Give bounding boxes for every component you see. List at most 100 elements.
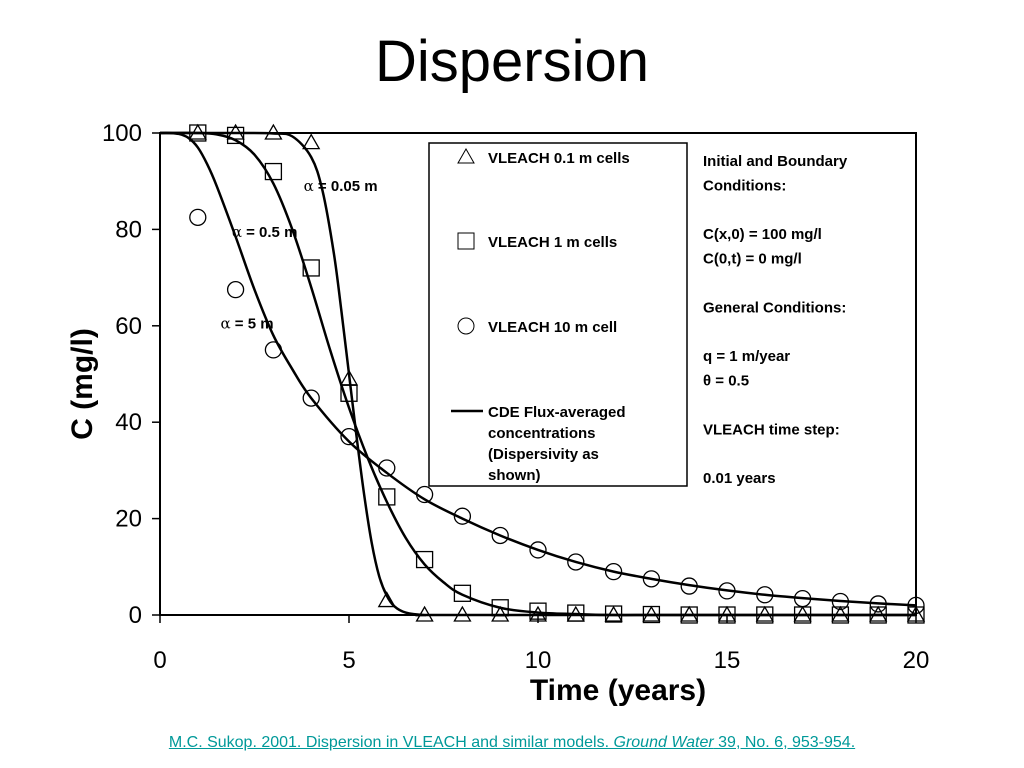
circle-data-point	[756, 586, 774, 604]
triangle-data-point	[491, 605, 510, 622]
legend-label: (Dispersivity as	[488, 446, 599, 463]
square-data-point	[264, 162, 283, 181]
circle-data-point	[378, 459, 396, 477]
triangle-data-point	[528, 605, 548, 622]
conditions-line: General Conditions:	[703, 299, 846, 316]
y-tick-label: 40	[115, 409, 142, 436]
y-tick-label: 20	[115, 506, 142, 533]
legend-box: VLEACH 0.1 m cells VLEACH 1 m cells VLEACH…	[428, 142, 688, 487]
x-axis-title: Time (years)	[530, 674, 706, 707]
triangle-data-point	[906, 605, 926, 622]
square-data-point	[642, 605, 661, 624]
legend-frame	[428, 142, 688, 487]
citation-text: M.C. Sukop. 2001. Dispersion in VLEACH a…	[168, 734, 614, 751]
legend-label: concentrations	[488, 425, 596, 442]
y-tick-label: 80	[115, 216, 142, 243]
conditions-text-block: Initial and Boundary Conditions: C(x,0) = …	[703, 153, 848, 487]
conditions-line: Initial and Boundary	[703, 153, 848, 170]
square-data-point	[378, 488, 396, 506]
y-axis-title: C (mg/l)	[66, 328, 99, 440]
x-tick-label: 10	[525, 647, 552, 674]
y-tick-label: 100	[102, 120, 142, 147]
legend-label: VLEACH 0.1 m cells	[488, 150, 630, 167]
x-tick-label: 20	[903, 647, 930, 674]
square-data-point	[529, 602, 547, 620]
triangle-data-point	[755, 605, 774, 622]
legend-label: VLEACH 10 m cell	[488, 319, 617, 336]
circle-data-point	[567, 553, 585, 571]
triangle-data-point	[793, 605, 812, 622]
square-data-point	[831, 606, 850, 624]
slide-title: Dispersion	[375, 29, 649, 94]
circle-data-point	[415, 485, 434, 504]
x-tick-label: 5	[342, 647, 355, 674]
triangle-data-point	[869, 605, 888, 622]
triangle-data-point	[377, 591, 396, 608]
triangle-data-point	[717, 605, 737, 622]
square-data-point	[869, 606, 887, 624]
circle-data-point	[680, 577, 698, 595]
legend-label: CDE Flux-averaged	[488, 404, 626, 421]
triangle-data-point	[188, 123, 207, 140]
conditions-line: VLEACH time step:	[703, 421, 840, 438]
square-data-point	[567, 604, 585, 622]
dispersivity-label: α = 0.05 m	[304, 177, 378, 195]
legend-circle-swatch	[457, 317, 475, 335]
vleach-markers-layer	[188, 123, 926, 624]
cde-curve	[159, 131, 917, 607]
square-data-point	[756, 606, 774, 624]
conditions-line: C(x,0) = 100 mg/l	[703, 226, 822, 243]
circle-data-point	[453, 507, 472, 525]
conditions-line: q = 1 m/year	[703, 348, 790, 365]
triangle-data-point	[642, 605, 661, 622]
square-data-point	[189, 124, 207, 142]
circle-data-point	[226, 280, 245, 299]
square-data-point	[415, 550, 434, 569]
legend-triangle-swatch	[457, 147, 475, 164]
dispersivity-label: α = 0.5 m	[232, 223, 298, 241]
y-tick-label: 60	[115, 313, 142, 340]
conditions-line: θ = 0.5	[703, 373, 749, 390]
square-data-point	[226, 126, 245, 145]
triangle-data-point	[415, 605, 434, 622]
citation-journal: Ground Water	[613, 734, 714, 751]
x-tick-label: 15	[714, 647, 741, 674]
circle-data-point	[642, 570, 661, 588]
square-data-point	[907, 606, 925, 624]
dispersivity-label: α = 5 m	[220, 314, 273, 332]
triangle-data-point	[264, 123, 283, 140]
axes-layer: 0 5 10 15 20 0 20 40 60 80 100 Time (years) C (mg/l)	[66, 120, 929, 707]
triangle-data-point	[226, 123, 245, 140]
circle-data-point	[340, 428, 358, 446]
y-tick-label: 0	[129, 602, 142, 629]
circle-data-point	[264, 341, 283, 359]
square-data-point	[302, 259, 320, 277]
triangle-data-point	[302, 133, 321, 150]
citation-volume: 39, No. 6, 953-954.	[713, 734, 856, 751]
square-data-point	[453, 584, 472, 602]
x-tick-label: 0	[153, 647, 166, 674]
square-data-point	[680, 606, 698, 624]
circle-data-point	[718, 582, 736, 600]
circle-data-point	[529, 541, 547, 559]
legend-square-swatch	[457, 232, 475, 250]
cde-curve	[159, 131, 916, 617]
conditions-line: C(0,t) = 0 mg/l	[703, 251, 802, 268]
dispersivity-annotations: α = 0.05 m α = 0.5 m α = 5 m	[220, 177, 377, 332]
circle-data-point	[907, 596, 925, 615]
legend-label: VLEACH 1 m cells	[488, 234, 617, 251]
triangle-data-point	[680, 605, 699, 622]
circle-data-point	[831, 592, 850, 611]
triangle-data-point	[453, 605, 472, 622]
square-data-point	[604, 605, 623, 623]
conditions-line: 0.01 years	[703, 470, 776, 487]
citation-link[interactable]: M.C. Sukop. 2001. Dispersion in VLEACH a…	[0, 734, 1024, 752]
circle-data-point	[491, 526, 509, 545]
square-data-point	[340, 384, 358, 402]
square-data-point	[718, 606, 736, 624]
circle-data-point	[869, 595, 887, 613]
circle-data-point	[189, 208, 207, 227]
circle-data-point	[302, 389, 320, 407]
square-data-point	[491, 599, 509, 617]
